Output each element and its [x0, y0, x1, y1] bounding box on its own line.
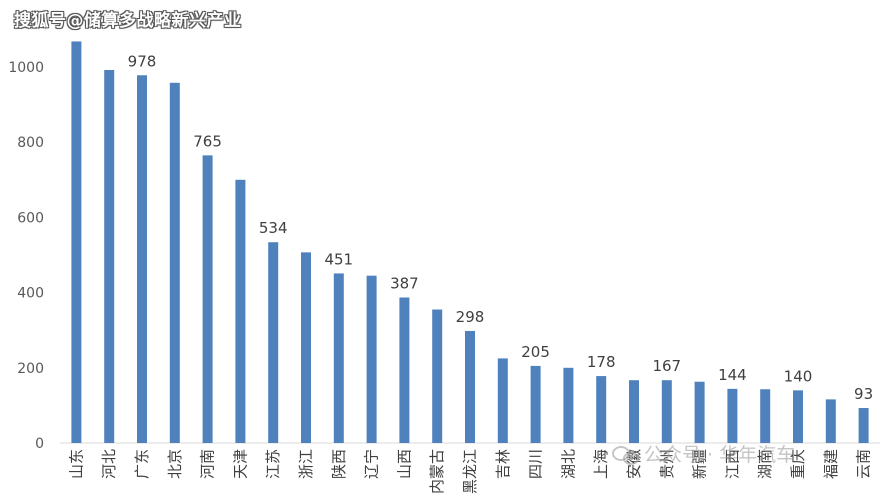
category-label: 江苏 [264, 449, 282, 479]
y-tick-label: 0 [35, 436, 44, 452]
category-label: 山西 [395, 449, 413, 479]
bar-浙江 [301, 252, 311, 443]
bar-广东 [137, 75, 147, 443]
category-label: 贵州 [658, 449, 676, 479]
bar-河北 [104, 70, 115, 444]
data-label: 205 [521, 343, 550, 361]
watermark-bottom-text: 公众号 · 华年汽车 [644, 444, 796, 466]
bar-河南 [202, 155, 213, 444]
category-label: 四川 [527, 449, 545, 479]
watermark-bottom: 公众号 · 华年汽车 [612, 440, 795, 467]
bar-贵州 [661, 380, 672, 443]
bar-山西 [399, 297, 410, 443]
bar-湖北 [563, 367, 574, 443]
category-label: 河北 [100, 449, 118, 479]
data-label: 144 [718, 366, 747, 384]
bar-云南 [858, 408, 869, 443]
data-label: 167 [652, 357, 681, 375]
category-label: 重庆 [789, 449, 807, 479]
bar-上海 [596, 376, 607, 443]
bar-辽宁 [366, 275, 377, 443]
y-tick-label: 200 [17, 361, 44, 377]
bar-湖南 [760, 389, 771, 443]
category-label: 北京 [166, 449, 184, 479]
category-label: 天津 [231, 449, 249, 479]
bar-吉林 [497, 358, 508, 443]
data-label: 93 [854, 385, 873, 403]
category-label: 辽宁 [363, 449, 381, 479]
data-label: 178 [587, 353, 616, 371]
data-label: 534 [259, 219, 288, 237]
category-label: 吉林 [494, 449, 512, 479]
category-label: 广东 [133, 449, 151, 479]
watermark-top: 搜狐号@储算多战略新兴产业 [14, 11, 242, 31]
y-tick-label: 600 [17, 210, 44, 226]
data-label: 298 [456, 308, 485, 326]
bar-新疆 [694, 381, 705, 443]
bar-福建 [825, 399, 836, 443]
category-label: 新疆 [691, 449, 709, 479]
category-label: 浙江 [297, 449, 315, 479]
data-label: 451 [324, 250, 353, 268]
bar-四川 [530, 365, 541, 443]
bar-江苏 [268, 242, 279, 443]
category-label: 山东 [67, 449, 85, 479]
bar-天津 [235, 179, 246, 444]
bar-重庆 [793, 390, 803, 443]
category-label: 河南 [199, 449, 217, 479]
category-label: 内蒙古 [428, 449, 446, 494]
category-label: 陕西 [330, 449, 348, 479]
data-label: 140 [784, 367, 813, 385]
category-label: 上海 [592, 449, 610, 479]
category-label: 江西 [723, 449, 741, 479]
bar-陕西 [333, 273, 344, 443]
category-label: 湖北 [559, 449, 577, 479]
category-label: 云南 [855, 449, 873, 479]
y-tick-label: 1000 [8, 60, 44, 76]
bar-黑龙江 [465, 330, 475, 443]
data-label: 765 [193, 132, 222, 150]
wechat-icon [612, 444, 639, 465]
category-label: 福建 [822, 449, 840, 479]
data-label: 387 [390, 274, 419, 292]
bar-江西 [727, 388, 738, 443]
y-tick-label: 800 [17, 135, 44, 151]
bar-北京 [169, 82, 180, 444]
category-label: 湖南 [756, 449, 774, 479]
bar-内蒙古 [432, 309, 443, 443]
category-label: 黑龙江 [461, 449, 479, 494]
y-tick-label: 400 [17, 286, 44, 302]
bar-安徽 [629, 380, 639, 443]
data-label: 978 [128, 52, 157, 70]
bar-山东 [71, 41, 82, 443]
